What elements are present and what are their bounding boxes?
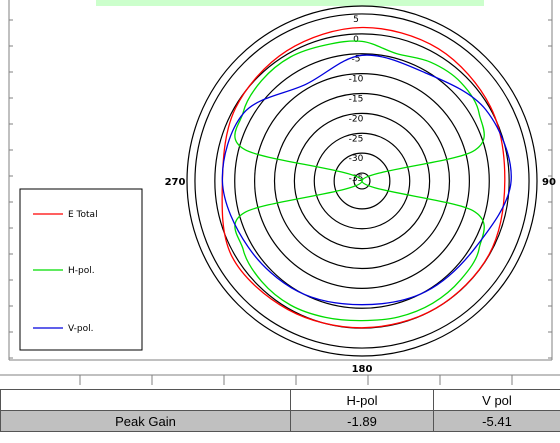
grid-ring-outer (186, 5, 538, 357)
cell-hpol-value: -1.89 (290, 410, 434, 432)
grid-ring (234, 53, 490, 309)
series-line-e-total (221, 26, 506, 329)
grid-ring (273, 92, 451, 270)
angle-label: 180 (352, 364, 373, 375)
series-line-v-pol (221, 54, 512, 306)
grid-ring (293, 112, 431, 250)
cell-vpol-value: -5.41 (433, 410, 560, 432)
radial-tick-label: -20 (349, 114, 364, 124)
radial-tick-label: -35 (349, 174, 364, 184)
radial-tick-label: -15 (349, 95, 364, 105)
radial-tick-label: -30 (349, 154, 364, 164)
series-traces (221, 26, 512, 329)
title-banner (96, 0, 484, 6)
radial-tick-label: 0 (353, 35, 359, 45)
radial-tick-labels: -35 -30 -25 -20 -15 -10 -5 0 5 (349, 15, 364, 184)
series-line-h-pol (234, 40, 485, 322)
header-cell-blank (0, 389, 291, 411)
table-row: Peak Gain -1.89 -5.41 (0, 410, 560, 432)
angle-label: 270 (165, 177, 186, 188)
legend-label-h-pol: H-pol. (68, 266, 95, 276)
grid-ring (353, 172, 371, 190)
grid-ring (313, 132, 411, 230)
grid-ring (333, 152, 391, 210)
header-cell-vpol: V pol (433, 389, 560, 411)
legend: E Total H-pol. V-pol. (19, 188, 143, 351)
angle-labels: 00 90 180 270 (165, 0, 556, 375)
grid-ring (194, 13, 530, 349)
header-cell-hpol: H-pol (290, 389, 434, 411)
radial-tick-label: 5 (353, 15, 359, 25)
radial-tick-label: -5 (352, 55, 361, 65)
angle-label: 90 (542, 177, 556, 188)
polar-grid (186, 5, 538, 357)
grid-ring (254, 73, 470, 289)
row-label: Peak Gain (0, 410, 291, 432)
legend-label-e-total: E Total (68, 210, 98, 220)
peak-gain-table: H-pol V pol Peak Gain -1.89 -5.41 (0, 389, 560, 432)
radial-tick-label: -10 (349, 75, 364, 85)
radial-tick-label: -25 (349, 134, 364, 144)
table-header-row: H-pol V pol (0, 389, 560, 411)
angle-label: 00 (355, 0, 369, 1)
polar-plot: -35 -30 -25 -20 -15 -10 -5 0 5 00 90 180 270 E Tota… (0, 0, 560, 385)
scroll-ruler (0, 374, 560, 385)
legend-label-v-pol: V-pol. (68, 324, 93, 334)
side-ticks (9, 19, 552, 359)
